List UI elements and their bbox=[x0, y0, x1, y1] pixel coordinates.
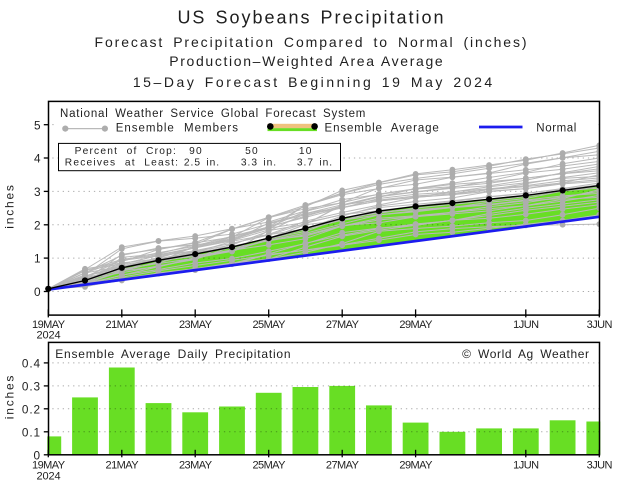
svg-text:Ensemble Average: Ensemble Average bbox=[325, 122, 440, 134]
svg-text:2024: 2024 bbox=[36, 330, 60, 342]
svg-text:Ensemble Average Daily Precipi: Ensemble Average Daily Precipitation bbox=[55, 347, 291, 361]
svg-text:27MAY: 27MAY bbox=[326, 319, 360, 331]
svg-text:29MAY: 29MAY bbox=[399, 319, 433, 331]
svg-text:2024: 2024 bbox=[36, 470, 60, 482]
svg-text:3JUN: 3JUN bbox=[587, 319, 613, 331]
svg-text:0.1: 0.1 bbox=[22, 425, 41, 439]
svg-text:4: 4 bbox=[34, 152, 41, 166]
svg-text:Normal: Normal bbox=[536, 122, 577, 134]
svg-text:27MAY: 27MAY bbox=[326, 459, 360, 471]
svg-text:Ensemble Members: Ensemble Members bbox=[116, 122, 239, 134]
svg-text:3JUN: 3JUN bbox=[587, 459, 613, 471]
svg-text:Percent of Crop:: Percent of Crop: bbox=[75, 146, 177, 157]
svg-text:19MAY: 19MAY bbox=[32, 459, 66, 471]
svg-text:19MAY: 19MAY bbox=[32, 319, 66, 331]
svg-text:23MAY: 23MAY bbox=[179, 459, 213, 471]
svg-text:1: 1 bbox=[34, 252, 41, 266]
svg-text:1JUN: 1JUN bbox=[513, 319, 539, 331]
svg-text:US Soybeans Precipitation: US Soybeans Precipitation bbox=[177, 8, 445, 28]
svg-text:National Weather Service Globa: National Weather Service Global Forecast… bbox=[60, 108, 366, 120]
svg-text:0.3: 0.3 bbox=[22, 379, 41, 393]
svg-text:Receives at Least:: Receives at Least: bbox=[65, 157, 179, 168]
svg-text:10: 10 bbox=[299, 146, 313, 157]
svg-text:0: 0 bbox=[34, 285, 41, 299]
svg-text:© World Ag Weather: © World Ag Weather bbox=[462, 347, 589, 361]
svg-text:25MAY: 25MAY bbox=[252, 459, 286, 471]
svg-text:0.2: 0.2 bbox=[22, 402, 41, 416]
svg-text:21MAY: 21MAY bbox=[106, 319, 140, 331]
svg-text:25MAY: 25MAY bbox=[252, 319, 286, 331]
svg-text:inches: inches bbox=[3, 183, 17, 229]
svg-text:0: 0 bbox=[34, 448, 41, 462]
svg-text:21MAY: 21MAY bbox=[106, 459, 140, 471]
svg-text:inches: inches bbox=[3, 374, 17, 420]
svg-text:2.5 in.: 2.5 in. bbox=[184, 157, 220, 168]
svg-text:Forecast Precipitation Compare: Forecast Precipitation Compared to Norma… bbox=[95, 34, 529, 50]
svg-text:Production–Weighted Area Avera: Production–Weighted Area Average bbox=[169, 53, 444, 69]
svg-text:3.7 in.: 3.7 in. bbox=[297, 157, 333, 168]
svg-text:15–Day Forecast Beginning 19 M: 15–Day Forecast Beginning 19 May 2024 bbox=[133, 74, 495, 90]
svg-text:1JUN: 1JUN bbox=[513, 459, 539, 471]
svg-text:2: 2 bbox=[34, 218, 41, 232]
svg-text:29MAY: 29MAY bbox=[399, 459, 433, 471]
svg-text:5: 5 bbox=[34, 118, 41, 132]
svg-text:90: 90 bbox=[189, 146, 203, 157]
svg-text:23MAY: 23MAY bbox=[179, 319, 213, 331]
svg-text:50: 50 bbox=[245, 146, 259, 157]
svg-text:0.4: 0.4 bbox=[22, 356, 41, 370]
svg-text:3.3 in.: 3.3 in. bbox=[241, 157, 277, 168]
svg-text:3: 3 bbox=[34, 185, 41, 199]
